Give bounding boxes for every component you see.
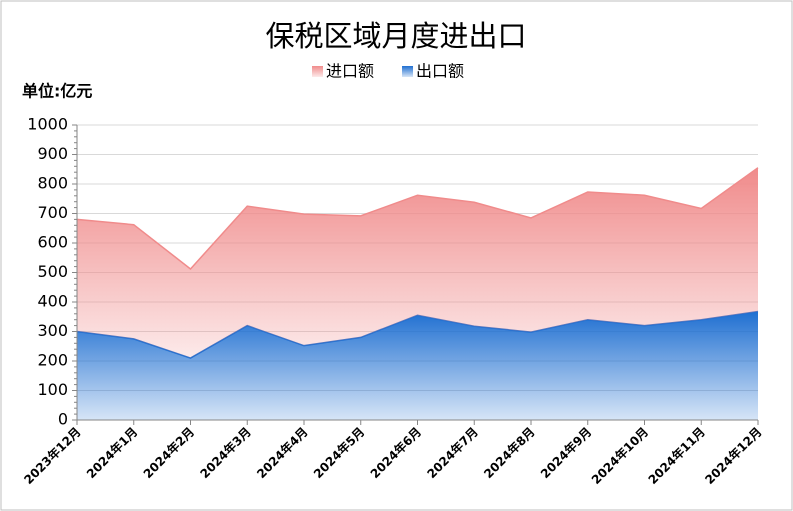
area (77, 167, 758, 359)
y-tick-label: 400 (37, 292, 68, 311)
area-edge (76, 167, 759, 270)
y-tick-label: 300 (37, 321, 68, 340)
y-tick-label: 0 (58, 410, 68, 429)
legend-label: 进口额 (326, 62, 374, 81)
y-tick-label: 200 (37, 351, 68, 370)
legend-swatch (402, 66, 414, 77)
chart-title: 保税区域月度进出口 (265, 19, 526, 53)
y-tick-label: 1000 (27, 115, 68, 134)
area (77, 311, 758, 420)
y-tick-label: 100 (37, 380, 68, 399)
y-tick-label: 700 (37, 203, 68, 222)
legend-label: 出口额 (416, 62, 464, 81)
y-tick-label: 800 (37, 174, 68, 193)
y-tick-label: 900 (37, 144, 68, 163)
y-tick-label: 500 (37, 262, 68, 281)
legend-swatch (312, 66, 323, 77)
y-tick-label: 600 (37, 233, 68, 252)
y-unit: 单位:亿元 (22, 82, 92, 101)
